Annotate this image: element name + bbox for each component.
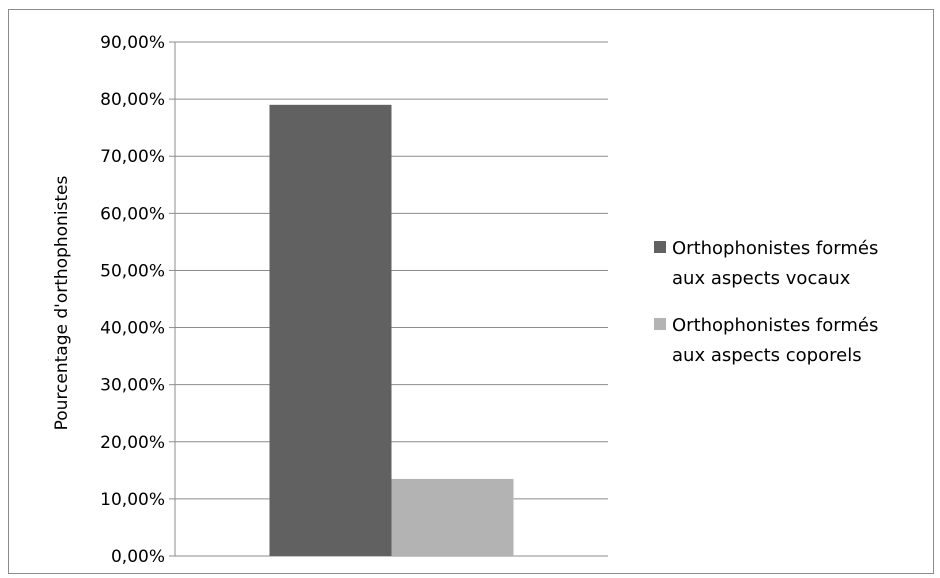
legend-label: Orthophonistes formés <box>672 315 878 336</box>
bar <box>392 479 514 556</box>
y-tick-label: 0,00% <box>111 547 165 567</box>
y-tick-label: 10,00% <box>100 490 165 510</box>
y-tick-label: 30,00% <box>100 376 165 396</box>
legend: Orthophonistes formés aux aspects vocaux O… <box>654 238 878 366</box>
y-tick-label: 90,00% <box>100 33 165 53</box>
y-axis-title: Pourcentage d'orthophonistes <box>52 175 72 430</box>
legend-swatch <box>654 318 666 330</box>
bars <box>270 105 514 556</box>
y-tick-label: 70,00% <box>100 147 165 167</box>
legend-label: aux aspects coporels <box>672 345 862 366</box>
y-tick-label: 60,00% <box>100 204 165 224</box>
y-tick-label: 40,00% <box>100 319 165 339</box>
y-tick-label: 80,00% <box>100 90 165 110</box>
y-axis-ticks: 0,00% 10,00% 20,00% 30,00% 40,00% 50,00% 60,00… <box>100 33 165 567</box>
y-tick-label: 50,00% <box>100 261 165 281</box>
legend-label: aux aspects vocaux <box>672 268 851 289</box>
legend-label: Orthophonistes formés <box>672 238 878 259</box>
legend-swatch <box>654 241 666 253</box>
y-tick-label: 20,00% <box>100 433 165 453</box>
bar <box>270 105 392 556</box>
